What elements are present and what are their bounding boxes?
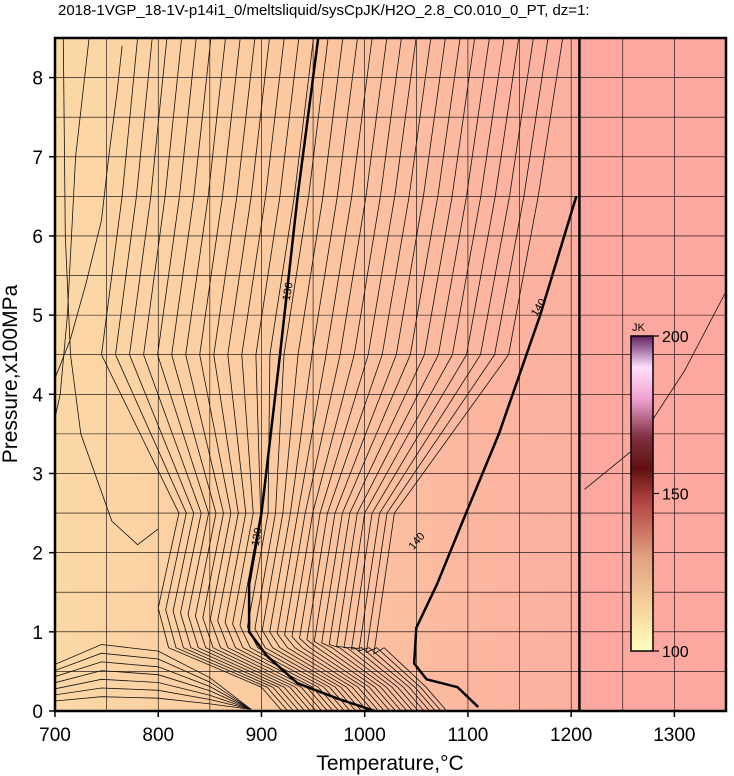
minor-contour-line (185, 38, 317, 711)
colorbar-ramp (630, 335, 654, 652)
colorbar-unit: JK (632, 322, 646, 334)
minor-contour-line (343, 38, 505, 711)
minor-contour-line (115, 38, 289, 711)
y-tick-label: 1 (32, 623, 43, 644)
minor-contour-line (232, 38, 340, 711)
minor-contour-line (269, 38, 368, 711)
plot-frame (53, 36, 728, 713)
minor-contour-line (55, 661, 252, 710)
minor-contour-line (373, 38, 564, 711)
major-contour-130 (247, 38, 376, 711)
minor-contour-line (62, 38, 159, 546)
minor-contour-line (55, 670, 252, 710)
minor-contour-line (199, 38, 323, 711)
minor-contour-line (284, 38, 388, 711)
minor-contour-line (306, 38, 432, 711)
minor-contours (55, 38, 726, 711)
y-tick-label: 6 (32, 227, 43, 248)
minor-contour-line (55, 45, 123, 379)
minor-contour-line (584, 291, 726, 490)
minor-contour-line (254, 38, 357, 711)
x-tick-label: 1300 (653, 725, 695, 746)
minor-contour-line (129, 38, 294, 711)
minor-contour-line (171, 38, 311, 711)
minor-contour-line (328, 38, 476, 711)
minor-contour-line (55, 652, 252, 710)
x-tick-label: 1200 (550, 725, 592, 746)
y-tick-label: 4 (32, 385, 43, 406)
minor-contour-line (239, 38, 345, 711)
y-tick-label: 3 (32, 464, 43, 485)
minor-contour-line (321, 38, 461, 711)
y-tick-label: 7 (32, 148, 43, 169)
minor-contour-line (246, 38, 351, 711)
y-axis-ticks: 0 1 2 3 4 5 6 7 8 (32, 69, 55, 723)
minor-contour-line (55, 678, 252, 710)
x-tick-label: 1100 (447, 725, 488, 746)
minor-contour-line (101, 38, 283, 711)
contour-label: 130 (250, 527, 265, 547)
minor-contour-line (143, 38, 300, 711)
minor-contour-line (55, 38, 90, 419)
minor-contour-line (351, 38, 520, 711)
colorbar-tick-label: 200 (662, 329, 689, 346)
colorbar-ticks: 100 150 200 (653, 329, 689, 661)
y-tick-label: 2 (32, 544, 43, 565)
colorbar: JK 100 150 200 (630, 322, 689, 661)
chart-title: 2018-1VGP_18-1V-p14i1_0/meltsliquid/sysC… (58, 2, 590, 19)
colorbar-tick-label: 100 (662, 644, 689, 661)
x-axis-ticks: 700 800 900 1000 1100 1200 1300 (39, 711, 696, 746)
minor-contour-line (291, 38, 402, 711)
minor-contour-line (55, 696, 252, 710)
x-tick-label: 1000 (344, 725, 386, 746)
colorbar-tick-label: 150 (662, 487, 689, 504)
minor-contour-line (336, 38, 490, 711)
minor-contour-line (365, 38, 549, 711)
major-contour-140 (412, 196, 578, 708)
minor-contour-line (261, 38, 362, 711)
minor-contour-line (313, 38, 446, 711)
x-tick-label: 900 (246, 725, 278, 746)
minor-contour-line (55, 687, 252, 710)
minor-contour-line (55, 644, 252, 710)
x-tick-label: 800 (142, 725, 174, 746)
y-tick-label: 5 (32, 306, 43, 327)
x-axis-label: Temperature,°C (316, 752, 463, 775)
contour-label: 130 (281, 281, 296, 301)
minor-contour-line (157, 38, 306, 711)
minor-contour-line (224, 38, 334, 711)
y-tick-label: 8 (32, 69, 43, 90)
major-contours (247, 38, 581, 711)
y-axis-label: Pressure,x100MPa (0, 284, 22, 463)
minor-contour-line (299, 38, 417, 711)
x-tick-label: 700 (39, 725, 71, 746)
minor-contour-line (276, 38, 374, 711)
minor-contour-line (358, 38, 534, 711)
y-tick-label: 0 (32, 702, 43, 723)
